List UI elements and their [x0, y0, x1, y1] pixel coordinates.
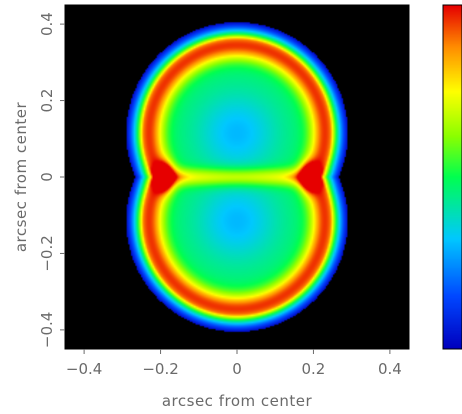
- y-tick-label: −0.2: [38, 235, 56, 271]
- heatmap-image: [65, 5, 409, 349]
- y-tick-label: 0: [38, 172, 56, 182]
- y-tick-label: 0.4: [38, 12, 56, 36]
- colorbar-gradient: [443, 5, 462, 349]
- colorbar-frame: [442, 4, 462, 350]
- x-tick-label: −0.4: [66, 360, 102, 378]
- y-tick-label: 0.2: [38, 89, 56, 113]
- x-tick-label: 0.2: [302, 360, 326, 378]
- x-axis-title: arcsec from center: [162, 392, 313, 410]
- y-axis-title: arcsec from center: [12, 102, 30, 253]
- y-axis-ticks: −0.4 −0.2 0 0.2 0.4: [38, 12, 65, 348]
- plot-area: [64, 4, 410, 350]
- x-tick-label: 0.4: [378, 360, 402, 378]
- x-tick-label: 0: [232, 360, 242, 378]
- colorbar: [442, 4, 462, 350]
- x-tick-label: −0.2: [142, 360, 178, 378]
- x-axis-ticks: −0.4 −0.2 0 0.2 0.4: [66, 349, 402, 378]
- y-tick-label: −0.4: [38, 312, 56, 348]
